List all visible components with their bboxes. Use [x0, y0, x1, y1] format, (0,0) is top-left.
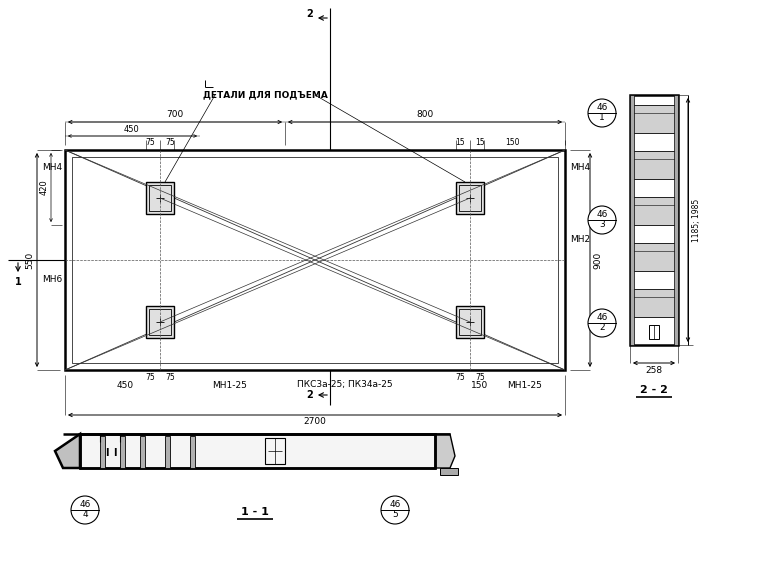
Bar — [633, 105, 675, 133]
Bar — [120, 436, 125, 468]
Circle shape — [381, 496, 409, 524]
Text: 1: 1 — [599, 113, 604, 122]
Circle shape — [588, 99, 616, 127]
Circle shape — [71, 496, 99, 524]
Text: 75: 75 — [475, 373, 485, 382]
Text: 15: 15 — [455, 138, 465, 147]
Text: МН4: МН4 — [570, 163, 590, 172]
Bar — [72, 157, 558, 363]
Text: 75: 75 — [455, 373, 465, 382]
Bar — [459, 309, 481, 335]
Text: 450: 450 — [124, 125, 140, 134]
Text: МН6: МН6 — [42, 276, 62, 285]
Bar — [140, 436, 145, 468]
Bar — [265, 438, 285, 464]
Text: 1185; 1985: 1185; 1985 — [692, 198, 701, 242]
Bar — [633, 197, 675, 225]
Text: 2: 2 — [599, 323, 604, 332]
Bar — [674, 95, 678, 345]
Text: 46: 46 — [596, 103, 608, 112]
Text: 46: 46 — [389, 500, 401, 509]
Bar — [80, 434, 435, 468]
Text: 450: 450 — [116, 380, 134, 390]
Bar — [633, 151, 675, 179]
Text: 5: 5 — [392, 510, 398, 519]
Text: 150: 150 — [471, 380, 488, 390]
Bar — [456, 182, 484, 214]
Text: 900: 900 — [593, 251, 602, 269]
Polygon shape — [55, 434, 80, 468]
Text: МН1-25: МН1-25 — [508, 380, 543, 390]
Text: 800: 800 — [416, 110, 433, 119]
Text: 150: 150 — [505, 138, 519, 147]
Text: 46: 46 — [79, 500, 91, 509]
Bar — [633, 243, 675, 271]
Text: 75: 75 — [165, 373, 175, 382]
Text: 2: 2 — [307, 9, 313, 19]
Text: 550: 550 — [25, 251, 34, 269]
Text: I: I — [113, 448, 117, 458]
Text: 700: 700 — [166, 110, 183, 119]
Bar — [440, 468, 458, 475]
Bar — [630, 95, 678, 345]
Text: 46: 46 — [596, 210, 608, 219]
Text: МН1-25: МН1-25 — [213, 380, 248, 390]
Circle shape — [588, 206, 616, 234]
Text: 4: 4 — [82, 510, 87, 519]
Text: I: I — [105, 448, 109, 458]
Bar — [165, 436, 170, 468]
Text: 420: 420 — [40, 179, 49, 195]
Bar — [146, 182, 174, 214]
Text: МН4: МН4 — [42, 163, 62, 172]
Text: ДЕТАЛИ ДЛЯ ПОДЪЕМА: ДЕТАЛИ ДЛЯ ПОДЪЕМА — [203, 91, 327, 99]
Text: 75: 75 — [146, 373, 155, 382]
Bar — [146, 306, 174, 338]
Text: 75: 75 — [165, 138, 175, 147]
Bar — [649, 325, 659, 339]
Text: ПКС3а-25; ПК34а-25: ПКС3а-25; ПК34а-25 — [297, 380, 393, 390]
Bar — [149, 185, 171, 211]
Bar — [149, 309, 171, 335]
Text: 46: 46 — [596, 313, 608, 322]
Text: МН2: МН2 — [570, 235, 590, 244]
Bar — [633, 289, 675, 317]
Text: 2700: 2700 — [303, 417, 327, 426]
Polygon shape — [435, 434, 455, 468]
Bar — [80, 434, 435, 468]
Text: 1: 1 — [15, 277, 22, 287]
Text: 2: 2 — [307, 390, 313, 400]
Bar — [65, 150, 565, 370]
Circle shape — [588, 309, 616, 337]
Bar — [459, 185, 481, 211]
Text: 2 - 2: 2 - 2 — [640, 385, 668, 395]
Text: 75: 75 — [146, 138, 155, 147]
Bar — [190, 436, 195, 468]
Text: 3: 3 — [599, 219, 604, 229]
Text: 258: 258 — [646, 366, 663, 375]
Text: 15: 15 — [475, 138, 485, 147]
Bar — [456, 306, 484, 338]
Bar — [630, 95, 634, 345]
Text: 1 - 1: 1 - 1 — [241, 507, 269, 517]
Bar — [100, 436, 105, 468]
